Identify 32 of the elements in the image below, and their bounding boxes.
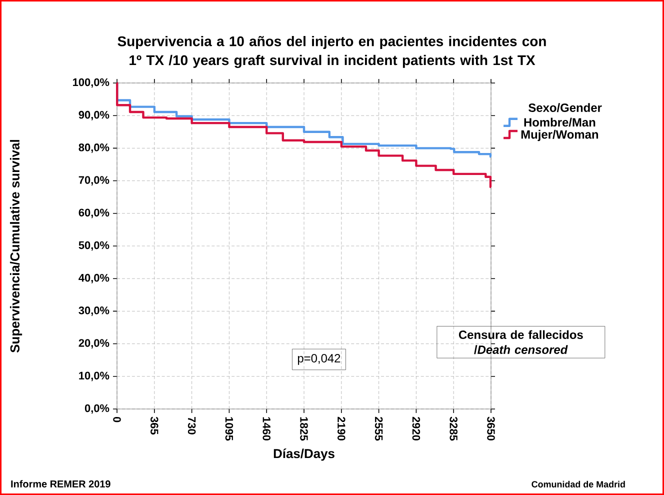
text: Comunidad de Madrid xyxy=(532,480,625,488)
y-tick-label: 90,0% xyxy=(78,110,110,120)
x-tick-label: 2555 xyxy=(374,416,383,441)
y-tick-label: 50,0% xyxy=(78,241,110,251)
x-tick-label: 3285 xyxy=(450,416,458,441)
text: Informe REMER 2019 xyxy=(11,480,110,488)
annotation: Censura de fallecidos /Death censored xyxy=(458,330,583,354)
y-tick-label: 70,0% xyxy=(78,176,110,186)
x-tick-label: 3650 xyxy=(487,416,495,440)
annotation: p=0,042 xyxy=(298,354,340,365)
legend-label: Hombre/Man xyxy=(524,118,596,127)
y-axis-title: Supervivencia/Cumulative survival xyxy=(10,140,22,353)
chart-title: Supervivencia a 10 años del injerto en pacientes incidentes con 1º TX /10 years graft survival in incident patients with 1st TX xyxy=(118,36,546,68)
y-tick-label: 80,0% xyxy=(78,144,110,153)
x-tick-label: 2190 xyxy=(338,416,346,440)
y-tick-label: 30,0% xyxy=(78,306,110,316)
x-tick-label: 0 xyxy=(113,416,121,422)
y-tick-label: 0,0% xyxy=(84,404,110,414)
y-tick-label: 20,0% xyxy=(78,339,110,348)
y-tick-label: 60,0% xyxy=(78,208,110,218)
x-tick-label: 1460 xyxy=(262,417,270,440)
legend-title: Sexo/Gender xyxy=(528,103,602,112)
x-tick-label: 365 xyxy=(150,416,158,434)
x-tick-label: 1095 xyxy=(225,417,234,441)
x-tick-label: 730 xyxy=(188,416,196,434)
x-tick-label: 2920 xyxy=(412,416,420,440)
y-tick-label: 100,0% xyxy=(73,78,110,88)
x-axis-title: Días/Days xyxy=(274,448,334,461)
y-tick-label: 10,0% xyxy=(79,372,110,382)
x-tick-label: 1825 xyxy=(300,417,308,441)
legend-label: Mujer/Woman xyxy=(521,130,598,142)
y-tick-label: 40,0% xyxy=(78,274,110,284)
